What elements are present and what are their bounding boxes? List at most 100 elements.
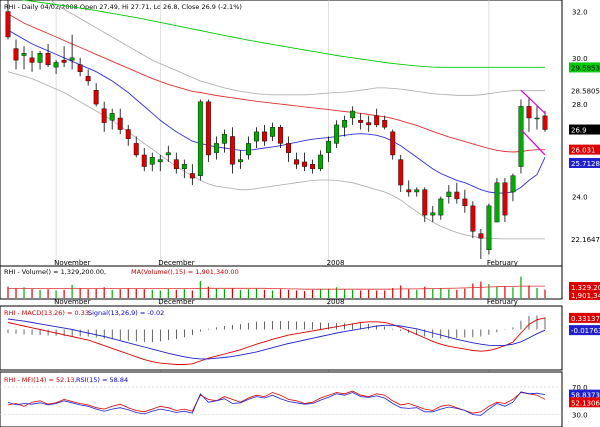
rsi-line (7, 391, 546, 416)
oscillator-lines: 70.0 30.0 (0, 384, 588, 420)
candle-down (125, 129, 131, 139)
x-axis-ticks: November November December December 2008 2008… (54, 259, 518, 306)
candle-up (494, 182, 500, 223)
mfi-line (7, 390, 546, 414)
trendline-lower (520, 129, 546, 156)
upper-band-line (50, 0, 545, 96)
volume-bars (7, 276, 546, 298)
mfi-label: RHI - MFI(14) = 52.13, (4, 376, 77, 384)
close-value-box (569, 124, 600, 135)
rsi-value-label: 52.1306 (571, 399, 600, 407)
candle-down (189, 173, 195, 179)
volume-ma-line (8, 285, 545, 290)
candle-up (318, 154, 324, 170)
candle-up (21, 53, 27, 56)
trendlines (520, 89, 546, 156)
candle-down (45, 53, 51, 65)
volume-ma-value-label: 1,901,340 (571, 292, 600, 300)
oscillator-panel (0, 371, 563, 427)
candle-down (358, 120, 364, 123)
price-tick-label: 28.0 (572, 101, 588, 109)
candle-up (245, 143, 251, 156)
x-tick-label: 2008 (327, 259, 345, 267)
candle-down (462, 198, 468, 207)
candle-up (181, 164, 187, 170)
x-tick-label: December (158, 259, 194, 267)
candle-up (342, 120, 348, 128)
candle-down (502, 182, 508, 216)
candle-up (149, 157, 155, 165)
candle-up (350, 110, 356, 119)
signal-line (7, 318, 546, 360)
macd-value-boxes: 0.331371 -0.01763 (569, 312, 600, 336)
volume-label-ma: MA(Volume(),15) = 1,901,340.00 (131, 268, 239, 276)
rsi-label: RSI(15) = 58.84 (76, 376, 128, 384)
candle-down (117, 117, 123, 130)
mfi-value-label: 58.8373 (571, 392, 600, 400)
price-indicator-lines (7, 0, 546, 240)
candle-up (510, 175, 516, 193)
candle-up (534, 117, 540, 120)
candle-down (406, 189, 412, 193)
close-value-label: 26.9 (571, 127, 587, 135)
candle-down (205, 101, 211, 156)
x-tick-label: November (54, 259, 91, 267)
candle-up (446, 191, 452, 197)
candle-down (302, 161, 308, 167)
candle-up (518, 106, 524, 167)
candle-down (454, 191, 460, 200)
ma50-line (7, 13, 545, 153)
macd-panel (0, 305, 563, 371)
price-tick-label: 30.0 (572, 55, 588, 63)
candle-down (310, 164, 316, 170)
candle-down (294, 159, 299, 165)
candle-down (141, 154, 147, 167)
x-tick-label: February (487, 259, 518, 267)
ma20-line (7, 29, 546, 194)
candle-up (438, 198, 444, 216)
volume-value-box (569, 282, 600, 292)
x-tick-label: November (54, 298, 91, 306)
candle-down (262, 131, 267, 142)
price-value-boxes: 29.5853 28.5805 26.9 26.031 25.7128 22.1647 (569, 62, 600, 245)
price-axis-labels: 32.030.028.026.024.0 (572, 9, 588, 202)
candle-up (254, 131, 259, 142)
candle-down (133, 143, 139, 156)
price-tick-label: 24.0 (572, 194, 588, 202)
lower-band-value-box (569, 234, 600, 245)
candle-down (478, 233, 484, 239)
candle-down (422, 189, 428, 216)
candle-up (486, 205, 492, 251)
candle-down (398, 159, 404, 186)
ma50-value-box (569, 144, 600, 155)
ma20-value-label: 25.7128 (571, 160, 600, 168)
ma200-value-label: 29.5853 (571, 64, 600, 72)
candle-up (69, 57, 75, 61)
candle-down (61, 59, 67, 63)
ma20-value-box (569, 157, 600, 168)
price-tick-label: 32.0 (572, 9, 588, 17)
candlesticks (5, 0, 548, 260)
trendline-upper (520, 89, 546, 114)
osc-tick-label: 30.0 (572, 412, 588, 420)
candle-up (414, 189, 420, 193)
candle-down (542, 115, 548, 130)
signal-value-box (569, 325, 600, 336)
candle-down (101, 108, 107, 123)
candle-down (366, 122, 372, 126)
rsi-value-box (569, 397, 600, 408)
candle-down (390, 131, 396, 156)
candle-down (526, 106, 532, 119)
candle-down (5, 11, 11, 38)
macd-value-box (569, 312, 600, 323)
candle-up (109, 113, 115, 121)
candle-up (157, 159, 163, 163)
signal-value-label: -0.01763 (571, 327, 600, 335)
volume-label-main: RHI - Volume() = 1,329,200.00, (4, 268, 106, 276)
candle-up (270, 127, 275, 137)
candle-down (29, 57, 35, 63)
x-tick-label: 2008 (327, 298, 345, 306)
candle-down (229, 136, 235, 165)
